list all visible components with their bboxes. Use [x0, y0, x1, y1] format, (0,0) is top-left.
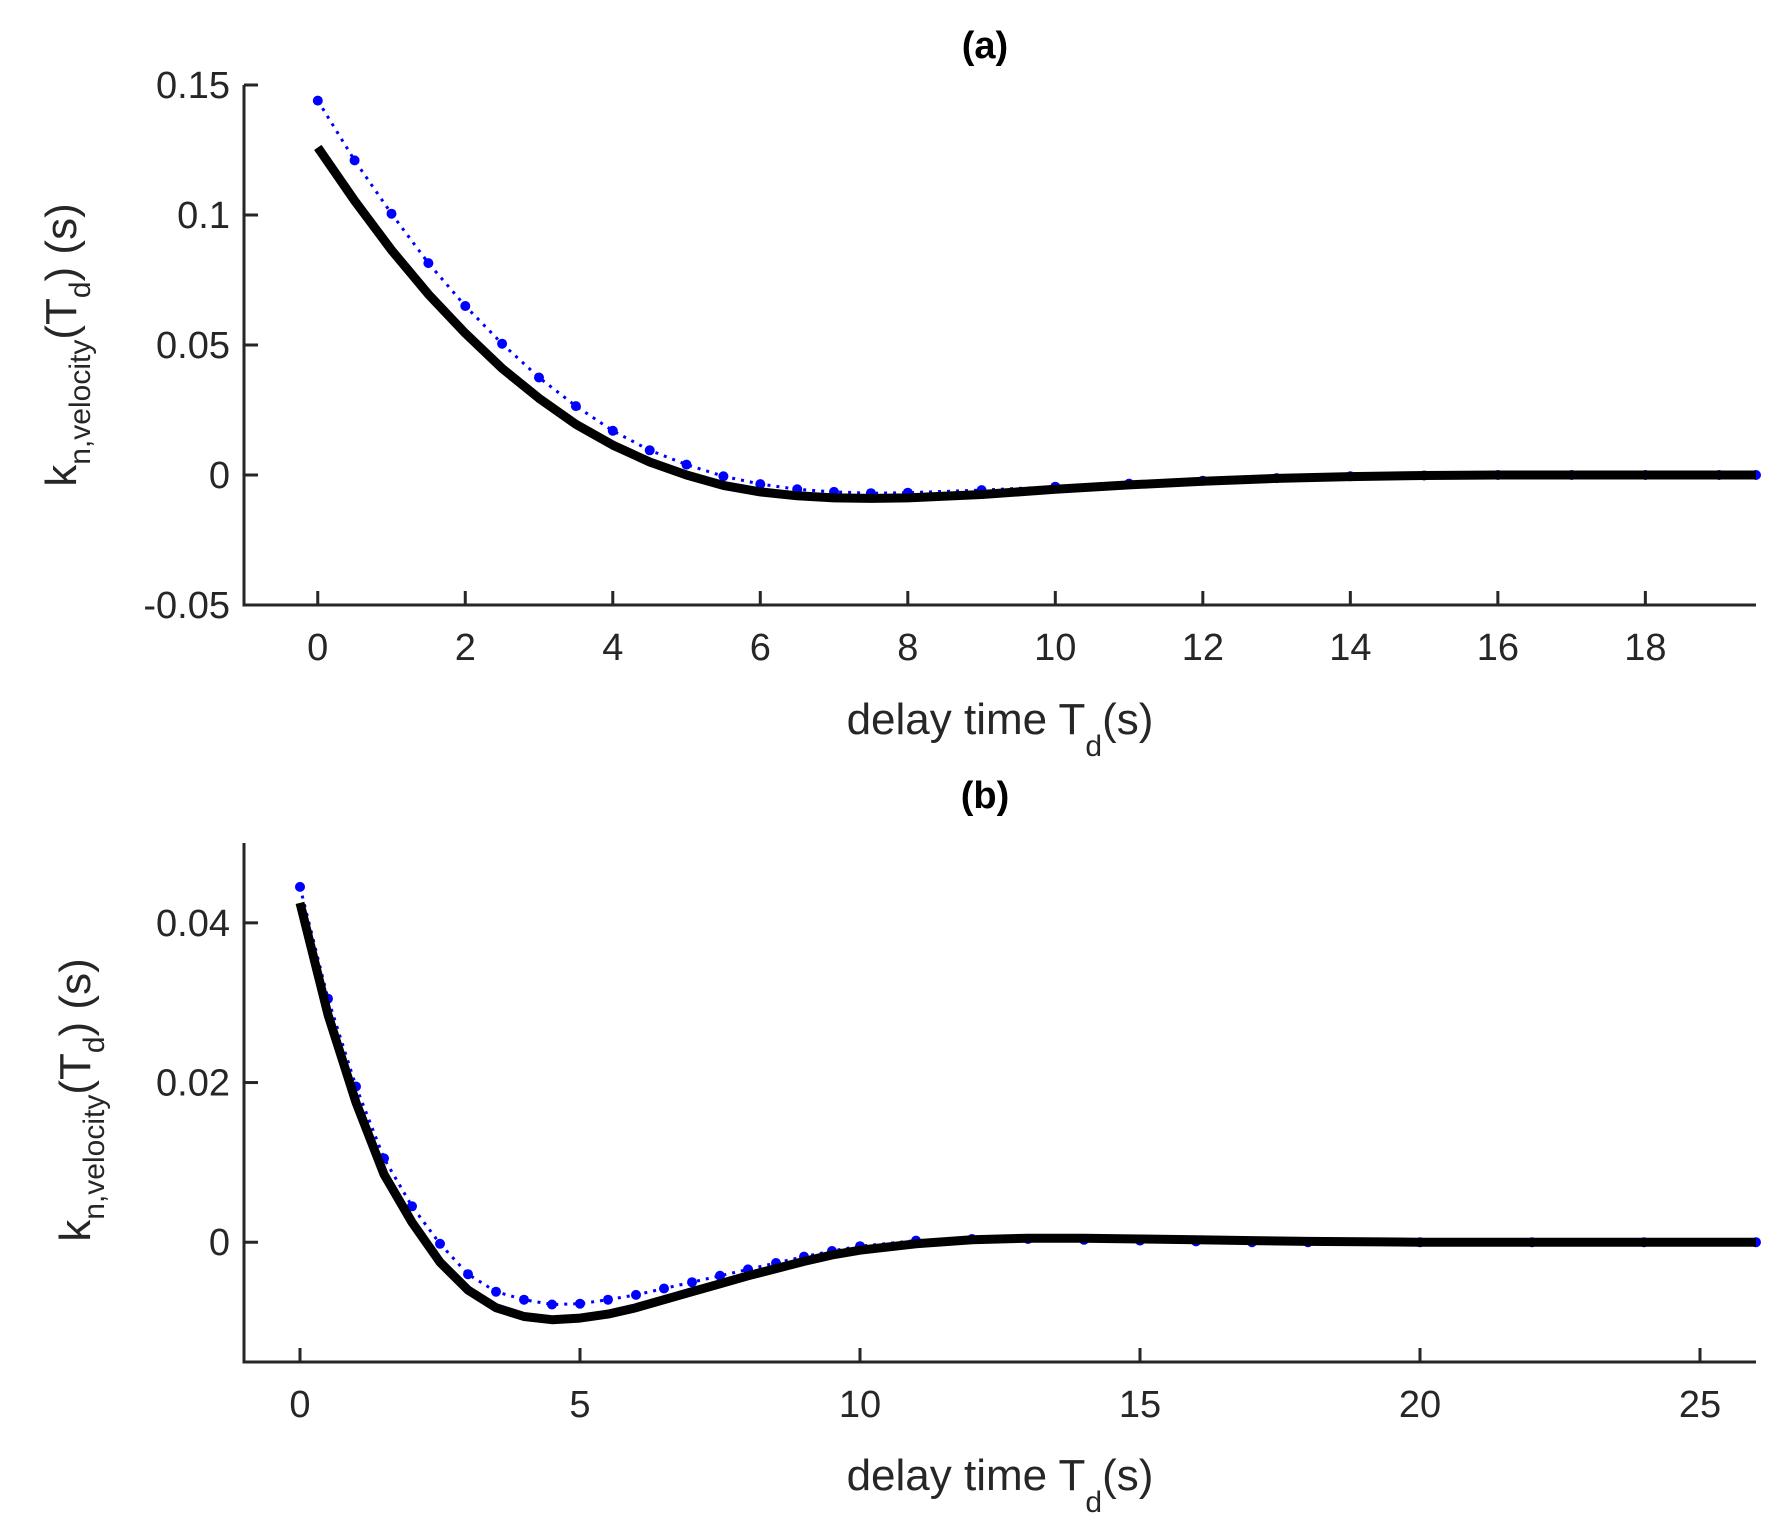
panel-a-x-tick-label: 6	[750, 627, 771, 669]
panel-a-y-tick-label: 0.1	[177, 195, 230, 237]
panel-a-x-tick-label: 14	[1329, 627, 1371, 669]
panel-a-series-dotted-point	[349, 155, 360, 166]
panel-b-x-tick-label: 10	[839, 1384, 881, 1426]
panel-b-y-label-main: k	[51, 1219, 100, 1242]
panel-b-y-label-sub2: d	[78, 1036, 111, 1053]
panel-b-series-dotted-point	[575, 1298, 585, 1309]
panel-b-series-dotted-point	[547, 1299, 557, 1310]
panel-b-axes	[242, 843, 1756, 1364]
panel-a-series-dotted-point	[497, 338, 508, 349]
panel-a-y-tick-label: 0.15	[156, 65, 230, 107]
panel-a-series-dotted-point	[423, 258, 434, 269]
panel-a-y-axis-label: kn,velocity(Td) (s)	[37, 203, 97, 486]
panel-a-series-dotted-line	[316, 99, 1756, 495]
panel-a-title: (a)	[962, 25, 1008, 67]
panel-b-x-tick-label: 15	[1119, 1384, 1161, 1426]
panel-b-y-label-mid: (T	[51, 1053, 100, 1095]
panel-a-y-label-sub: n,velocity	[64, 340, 97, 465]
panel-a-x-tick-label: 8	[897, 627, 918, 669]
panel-b-series-dotted-point	[715, 1270, 725, 1281]
panel-a-y-label-sub2: d	[64, 281, 97, 298]
panel-a-x-tick-label: 2	[455, 627, 476, 669]
panel-a-series-dotted-point	[607, 425, 618, 436]
panel-b-y-axis-label: kn,velocity(Td) (s)	[51, 958, 111, 1241]
panel-a-x-label-main: delay time T	[847, 695, 1086, 744]
panel-a-x-label-sub: d	[1085, 730, 1102, 763]
panel-b-x-label-sub: d	[1085, 1486, 1102, 1519]
panel-b-series-dotted-point	[659, 1283, 669, 1294]
panel-b-y-tick-label: 0.04	[156, 903, 230, 945]
panel-a-series-dotted-point	[681, 459, 692, 470]
panel-a-series	[312, 95, 1761, 503]
panel-b-x-label-main: delay time T	[847, 1451, 1086, 1500]
panel-b-series-solid-line	[295, 901, 1756, 1325]
panel-b-series-dotted-point	[435, 1238, 445, 1249]
panel-b-series-dotted-point	[295, 881, 305, 892]
panel-a-x-tick-label: 12	[1182, 627, 1224, 669]
panel-b-series	[295, 881, 1761, 1325]
panel-b-x-label-suffix: (s)	[1102, 1451, 1153, 1500]
panel-b-series-dotted-point	[687, 1277, 697, 1288]
panel-a-series-dotted-point	[570, 401, 581, 412]
panel-a-axes	[242, 85, 1756, 607]
panel-a-series-dotted-point	[718, 471, 729, 482]
panel-b-series-dotted-point	[407, 1201, 417, 1212]
panel-a-y-label-mid: (T	[37, 298, 86, 340]
panel-b-series-dotted-point	[491, 1286, 501, 1297]
panel-b-x-tick-label: 0	[289, 1384, 310, 1426]
panel-a-x-tick-label: 4	[602, 627, 623, 669]
panel-a-x-tick-label: 10	[1034, 627, 1076, 669]
panel-a-x-axis-label: delay time Td(s)	[847, 695, 1154, 763]
panel-b-ticks: 0 5 10 15 20 25 0 0.02 0.04	[156, 903, 1721, 1426]
panel-b-x-tick-label: 25	[1679, 1384, 1721, 1426]
panel-a-y-tick-label: 0.05	[156, 325, 230, 367]
panel-b-series-dotted-point	[519, 1294, 529, 1305]
panel-b-title: (b)	[961, 775, 1010, 817]
panel-b-y-tick-label: 0.02	[156, 1063, 230, 1105]
panel-a-x-tick-label: 0	[307, 627, 328, 669]
panel-a-x-label-suffix: (s)	[1102, 695, 1153, 744]
panel-a-ticks: 0 2 4 6 8 10 12 14 16 18 -0.05 0 0.05 0.1 0.15	[143, 65, 1666, 669]
panel-a-y-tick-label: 0	[209, 455, 230, 497]
panel-b-series-dotted-point	[603, 1294, 613, 1305]
panel-a-x-tick-label: 18	[1624, 627, 1666, 669]
panel-a-series-dotted-point	[460, 301, 471, 311]
panel-b-y-label-sub: n,velocity	[78, 1095, 111, 1220]
panel-b-series-dotted-point	[463, 1269, 473, 1280]
panel-a-y-label-main: k	[37, 464, 86, 487]
panel-a-x-tick-label: 16	[1477, 627, 1519, 669]
panel-a-series-dotted-point	[534, 372, 544, 383]
panel-b-y-tick-label: 0	[209, 1222, 230, 1264]
panel-a-series-solid-line	[314, 144, 1756, 503]
panel-b-x-axis-label: delay time Td(s)	[847, 1451, 1154, 1519]
panel-b-series-dotted-point	[631, 1289, 641, 1300]
panel-a-y-tick-label: -0.05	[143, 585, 230, 627]
panel-b-x-tick-label: 5	[569, 1384, 590, 1426]
panel-a: (a) 0 2 4 6 8 10 12 14 16 18 -0.05 0 0.05 0.1 0.15 del…	[37, 25, 1761, 763]
panel-a-series-dotted-point	[386, 208, 397, 219]
panel-a-series-dotted-point	[312, 95, 323, 106]
panel-a-series-dotted-point	[755, 479, 766, 490]
panel-a-series-dotted-point	[644, 445, 655, 456]
panel-b-x-tick-label: 20	[1399, 1384, 1441, 1426]
panel-b-y-label-suffix: ) (s)	[51, 958, 100, 1036]
panel-a-y-label-suffix: ) (s)	[37, 203, 86, 281]
